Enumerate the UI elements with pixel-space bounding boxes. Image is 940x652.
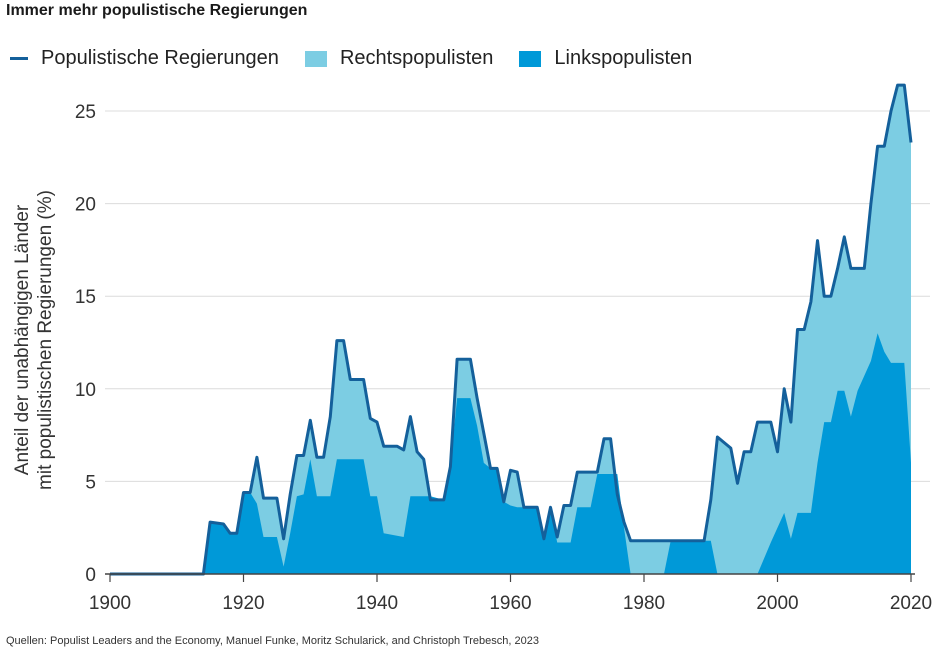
y-tick-label: 0 [85, 565, 96, 586]
x-tick-label: 2020 [890, 593, 932, 614]
area-linkspopulisten [110, 333, 911, 574]
y-tick-label: 10 [75, 380, 96, 401]
x-tick-label: 1920 [222, 593, 264, 614]
y-tick-label: 25 [75, 102, 96, 123]
legend-swatch-right [304, 50, 327, 67]
legend-swatch-total [10, 57, 28, 60]
y-tick-label: 15 [75, 287, 96, 308]
x-tick-label: 1940 [356, 593, 398, 614]
source-note: Quellen: Populist Leaders and the Econom… [6, 635, 539, 647]
area-rechtspopulisten [110, 85, 911, 574]
y-tick-label: 20 [75, 195, 96, 216]
y-axis-label-line2: mit populistischen Regierungen (%) [35, 190, 56, 490]
line-populistische-regierungen [110, 83, 913, 576]
y-tick-label: 5 [85, 472, 96, 493]
legend-item-right: Rechtspopulisten [304, 47, 494, 70]
x-tick-label: 1980 [623, 593, 665, 614]
legend: Populistische Regierungen Rechtspopulist… [10, 47, 718, 70]
x-tick-label: 1900 [89, 593, 131, 614]
legend-item-left: Linkspopulisten [519, 47, 692, 70]
chart-title: Immer mehr populistische Regierungen [6, 2, 308, 19]
y-axis-label-line1: Anteil der unabhängigen Länder [12, 204, 33, 475]
legend-item-total: Populistische Regierungen [10, 47, 279, 70]
legend-swatch-left [519, 50, 542, 67]
legend-label-total: Populistische Regierungen [41, 47, 279, 69]
legend-label-left: Linkspopulisten [554, 47, 693, 69]
legend-label-right: Rechtspopulisten [339, 47, 494, 69]
x-tick-label: 1960 [489, 593, 531, 614]
x-tick-label: 2000 [756, 593, 798, 614]
